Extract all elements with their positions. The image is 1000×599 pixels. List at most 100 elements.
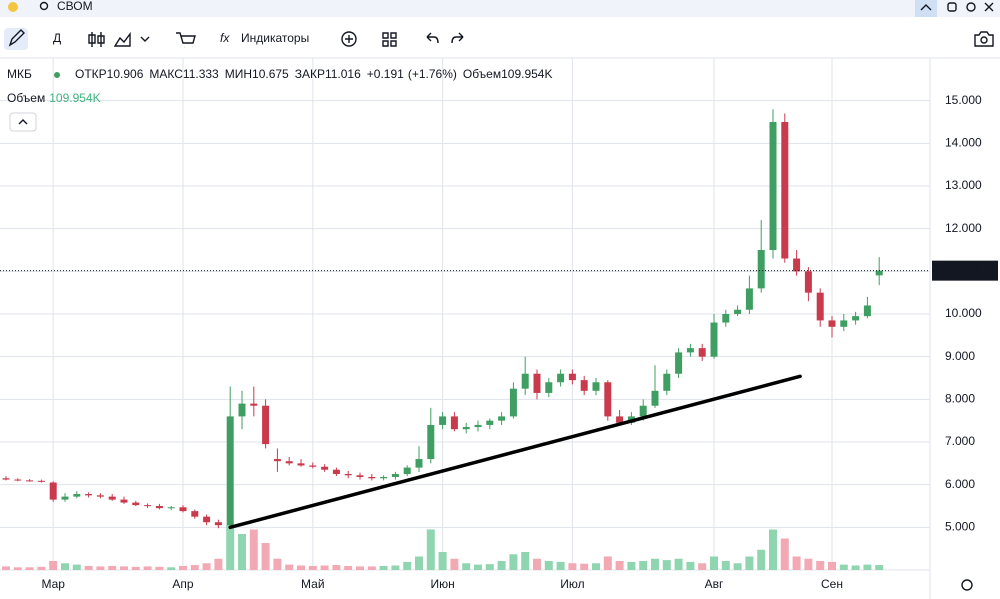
area-icon[interactable] <box>113 31 131 47</box>
volume-bar <box>804 558 813 570</box>
screenshot-button[interactable] <box>974 31 994 47</box>
volume-bar <box>544 561 553 570</box>
candle-body <box>863 305 871 317</box>
collapse-icon <box>920 4 932 11</box>
candle-body <box>2 478 10 480</box>
candle-body <box>710 322 718 357</box>
y-tick-label: 8.000 <box>945 392 975 406</box>
draw-button[interactable] <box>4 28 28 50</box>
high-value: 11.333 <box>183 67 219 81</box>
add-button[interactable] <box>341 31 357 47</box>
candle-body <box>757 250 765 289</box>
indicators-button[interactable]: Индикаторы <box>241 31 309 45</box>
volume-bar <box>828 561 836 570</box>
candle-body <box>356 475 364 477</box>
candle-body <box>722 314 730 323</box>
search-icon[interactable] <box>39 1 49 11</box>
candle-body <box>14 479 22 481</box>
search-text[interactable]: СВОМ <box>57 0 93 13</box>
x-tick-label: Апр <box>172 577 194 591</box>
volume-bar <box>462 563 471 570</box>
volume-bar <box>155 566 164 570</box>
candle-body <box>191 511 199 517</box>
redo-button[interactable] <box>451 32 464 44</box>
candle-body <box>285 461 293 464</box>
volume-bar <box>745 556 754 570</box>
window-button[interactable] <box>947 2 957 12</box>
candles-icon[interactable] <box>88 32 105 47</box>
candle-body <box>462 427 470 430</box>
volume-bar <box>261 543 270 570</box>
y-tick-label: 15.000 <box>945 93 982 107</box>
high-label: МАКС <box>149 67 183 81</box>
y-tick-label: 6.000 <box>945 477 975 491</box>
volume-bar <box>308 565 317 570</box>
axis-settings[interactable] <box>961 579 973 591</box>
volume-bar <box>662 560 671 570</box>
settings-button[interactable] <box>966 2 976 12</box>
candle-body <box>828 320 836 327</box>
volume-bar <box>131 566 140 570</box>
last-price-label: 11.016 <box>945 263 981 277</box>
x-tick-label: Мар <box>41 577 65 591</box>
volume-bar <box>25 567 34 570</box>
candle-body <box>450 416 458 430</box>
cart-icon[interactable] <box>176 32 196 48</box>
candle-body <box>781 122 789 259</box>
volume-bar <box>344 565 353 570</box>
layout-button[interactable] <box>382 32 397 47</box>
screenshot-lens <box>980 36 988 44</box>
candle-body <box>734 309 742 314</box>
volume-bar <box>757 549 766 570</box>
volume-bar <box>332 565 341 570</box>
volume-bar <box>733 563 742 570</box>
volume-bar <box>238 534 246 570</box>
volume-bar <box>780 538 789 570</box>
undo-button[interactable] <box>426 32 439 44</box>
volume-bar <box>61 563 69 570</box>
volume-bar <box>415 556 423 570</box>
change: +0.191 <box>367 67 404 81</box>
volume-legend: Объем 109.954K <box>7 91 101 105</box>
y-tick-label: 5.000 <box>945 520 975 534</box>
volume-bar <box>698 563 707 570</box>
volume-bar <box>426 529 435 570</box>
volume-bar <box>2 566 10 570</box>
y-tick-label: 9.000 <box>945 349 975 363</box>
volume-bar <box>556 561 565 570</box>
legend: МКБ ОТКР10.906 МАКС11.333 МИН10.675 ЗАКР11.… <box>7 67 552 132</box>
volume-bar <box>603 556 612 570</box>
interval-button[interactable]: Д <box>53 31 61 45</box>
legend-toggle[interactable] <box>9 112 37 132</box>
y-tick-label: 12.000 <box>945 221 982 235</box>
candle-body <box>380 476 388 479</box>
volume-bar <box>297 565 305 570</box>
chart-type-dropdown[interactable] <box>140 36 150 42</box>
close-button[interactable] <box>984 2 994 12</box>
low-value: 10.675 <box>252 67 289 81</box>
change-pct: (+1.76%) <box>408 67 457 81</box>
candle-body <box>816 292 824 321</box>
volume-bar <box>839 564 848 570</box>
volume-bar <box>13 567 22 570</box>
volume-bar <box>49 561 58 570</box>
open-value: 10.906 <box>107 67 144 81</box>
volume-bar <box>37 566 46 570</box>
candle-body <box>262 405 270 445</box>
close-value: 11.016 <box>325 67 361 81</box>
volume-bar <box>509 554 518 570</box>
candle-body <box>332 469 340 474</box>
volume-bar <box>686 561 695 570</box>
candle-body <box>474 424 482 428</box>
candle-body <box>533 373 541 393</box>
legend-toggle-icon <box>18 119 28 125</box>
candle-body <box>179 507 187 512</box>
candle-body <box>639 405 647 417</box>
candle-body <box>214 522 222 526</box>
volume-bar <box>580 563 589 570</box>
legend-row: ОТКР10.906 МАКС11.333 МИН10.675 ЗАКР11.016 +… <box>75 67 552 81</box>
volume-legend-label: Объем <box>7 91 45 105</box>
collapse-button[interactable] <box>915 0 937 17</box>
candle-body <box>698 348 706 357</box>
